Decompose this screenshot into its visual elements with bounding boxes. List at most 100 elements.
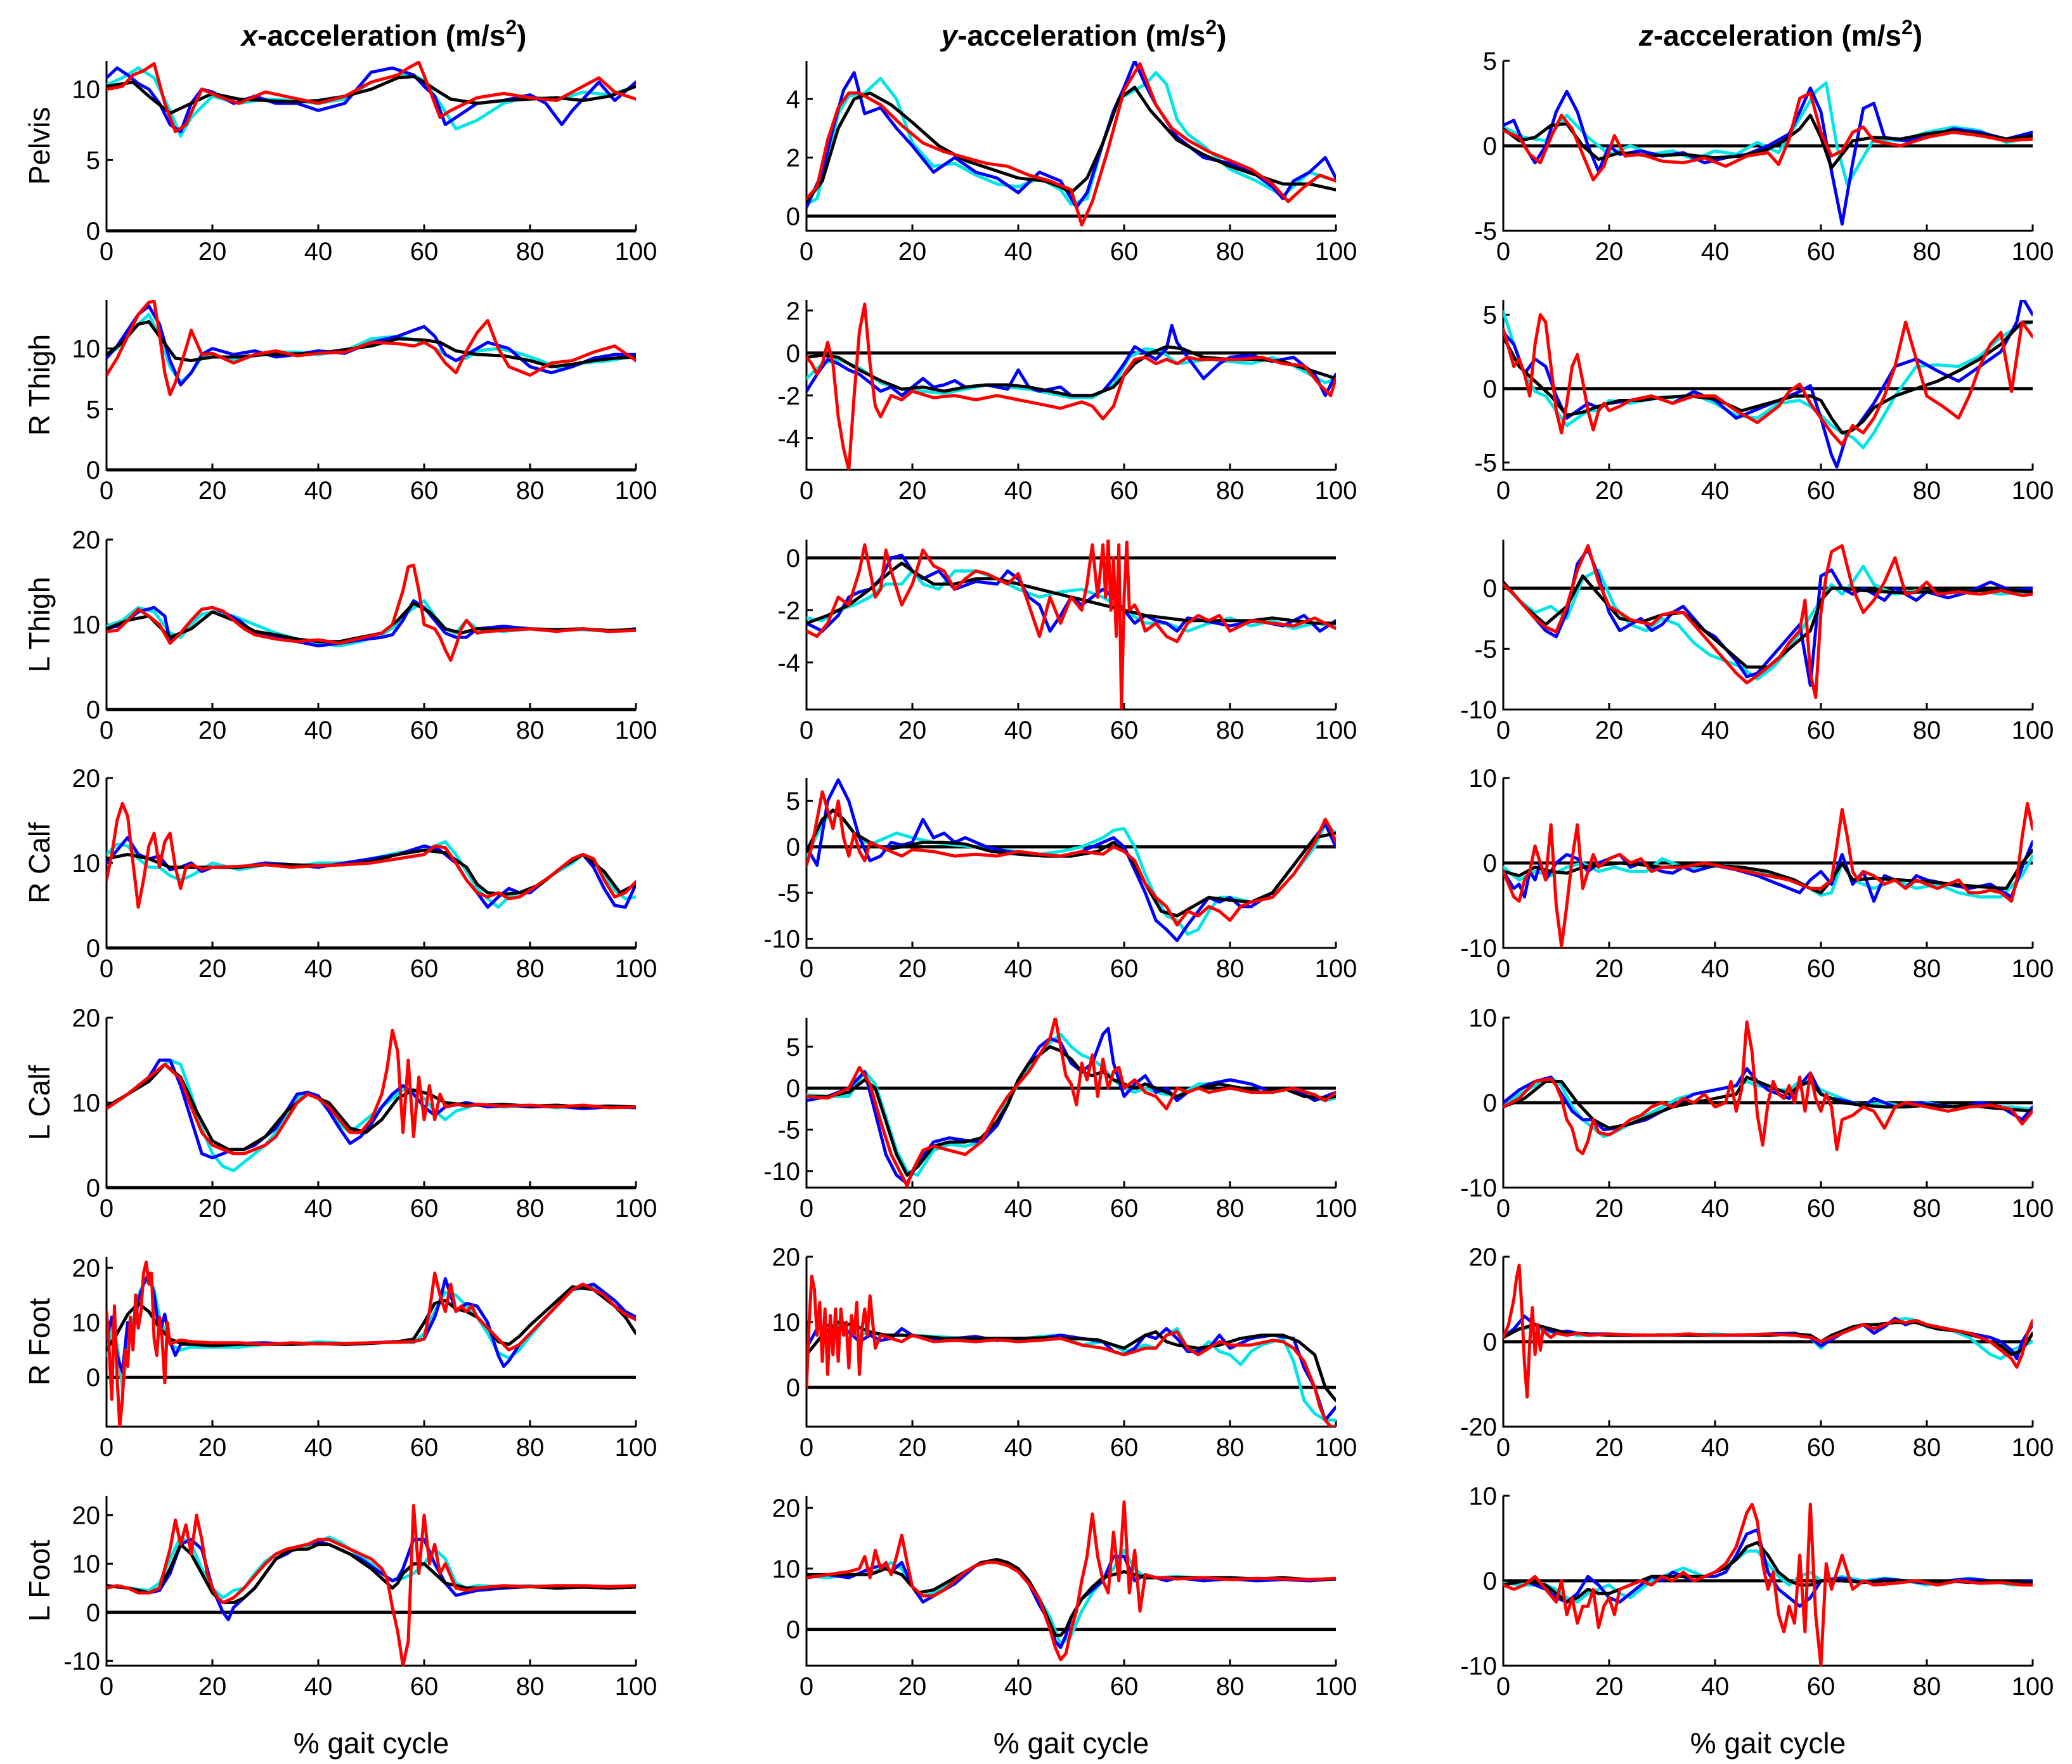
y-tick-label: 10 [72,1550,101,1578]
y-tick-label: 2 [786,144,800,172]
series-black [1503,320,2033,435]
x-tick-label: 20 [198,1195,227,1222]
x-tick-label: 60 [1110,955,1139,983]
x-tick-label: 60 [410,955,439,983]
x-tick-label: 20 [198,477,227,505]
row-label-r-thigh: R Thigh [23,334,56,436]
row-labels: Pelvis R Thigh L Thigh R Calf L Calf R Foot L … [23,107,56,1622]
x-tick-label: 40 [1701,1673,1730,1701]
row-label-l-thigh: L Thigh [23,577,56,673]
x-tick-label: 60 [410,238,439,266]
y-tick-label: 5 [1483,301,1497,329]
series-red [1503,801,2033,948]
series-black [107,1543,636,1604]
y-tick-label: -10 [763,926,800,954]
axis-frame [105,300,636,471]
y-tick-label: 0 [1483,850,1497,878]
x-tick-label: 20 [898,717,927,744]
x-tick-label: 60 [410,717,439,744]
y-tick-label: 5 [86,146,100,174]
x-tick-label: 60 [410,1673,439,1701]
series-group [806,1500,1336,1661]
y-tick-label: 0 [786,340,800,368]
x-axis-label: % gait cycle [1690,1727,1846,1760]
series-red [806,1274,1336,1427]
panel-l-calf-y: -10 -5 0 5 0 20 40 60 80 100 [763,1018,1357,1222]
series-red [806,1018,1336,1188]
series-blue [107,1538,636,1621]
y-tick-label: 2 [786,297,800,325]
x-tick-label: 80 [1216,955,1245,983]
series-red [107,801,636,909]
x-tick-label: 100 [615,1673,657,1701]
series-red [107,1503,636,1666]
x-tick-label: 80 [1216,717,1245,744]
series-red [806,540,1336,710]
series-group [1503,1502,2033,1666]
x-tick-label: 40 [304,1434,333,1462]
y-tick-label: 20 [772,1243,801,1271]
y-tick-label: 0 [86,1599,100,1627]
x-tick-label: 40 [304,1195,333,1222]
x-tick-label: 0 [1496,1434,1510,1462]
x-tick-label: 100 [2012,1673,2054,1701]
series-cyan [107,1058,636,1172]
x-tick-label: 0 [1496,238,1510,266]
x-tick-label: 0 [1496,477,1510,505]
series-group [107,61,636,138]
panel-l-thigh-z: -10 -5 0 0 20 40 60 80 100 [1460,540,2054,744]
x-tick-label: 60 [1110,238,1139,266]
y-tick-label: -5 [1474,217,1497,245]
x-tick-label: 100 [1315,477,1357,505]
y-tick-label: -2 [777,382,800,410]
y-tick-label: -5 [777,879,800,907]
x-tick-label: 0 [800,477,813,505]
y-tick-label: 0 [786,1075,800,1103]
x-tick-label: 60 [1807,955,1836,983]
x-tick-label: 20 [898,1195,927,1222]
series-group [107,300,636,396]
x-tick-label: 100 [615,1434,657,1462]
x-tick-label: 40 [1701,1434,1730,1462]
x-tick-label: 100 [1315,1434,1357,1462]
series-group [1503,1263,2033,1399]
x-tick-label: 0 [100,717,113,744]
x-tick-label: 80 [1913,717,1941,744]
y-tick-label: -20 [1460,1413,1497,1441]
panel-l-thigh-x: 0 10 20 0 20 40 60 80 100 [72,526,657,744]
y-tick-label: 0 [86,217,100,245]
row-label-pelvis: Pelvis [23,107,56,185]
column-title-superscript: 2 [505,16,517,39]
x-tick-label: 40 [1701,717,1730,744]
series-red [1503,1263,2033,1399]
x-tick-label: 20 [1595,1195,1624,1222]
y-tick-label: 0 [1483,1567,1497,1595]
series-group [806,540,1336,710]
y-tick-label: 0 [786,203,800,231]
row-label-l-calf: L Calf [23,1065,56,1141]
series-group [107,1261,636,1427]
x-tick-label: 80 [516,238,545,266]
series-black [806,808,1336,918]
series-blue [1503,1314,2033,1361]
x-tick-label: 40 [1004,477,1033,505]
y-tick-label: 20 [72,765,101,793]
x-tick-label: 20 [898,955,927,983]
series-cyan [107,840,636,909]
column-title-text: -acceleration (m/s [257,19,505,52]
y-tick-label: 20 [72,1004,101,1032]
x-tick-label: 20 [198,238,227,266]
series-blue [806,323,1336,398]
x-tick-label: 60 [410,1434,439,1462]
y-tick-label: 20 [1469,1243,1498,1271]
y-tick-label: -4 [777,425,800,453]
column-title-close: ) [517,19,526,52]
x-tick-label: 0 [100,1195,113,1222]
column-title-axis: y [940,19,959,52]
series-cyan [806,71,1336,206]
x-tick-label: 80 [1216,477,1245,505]
